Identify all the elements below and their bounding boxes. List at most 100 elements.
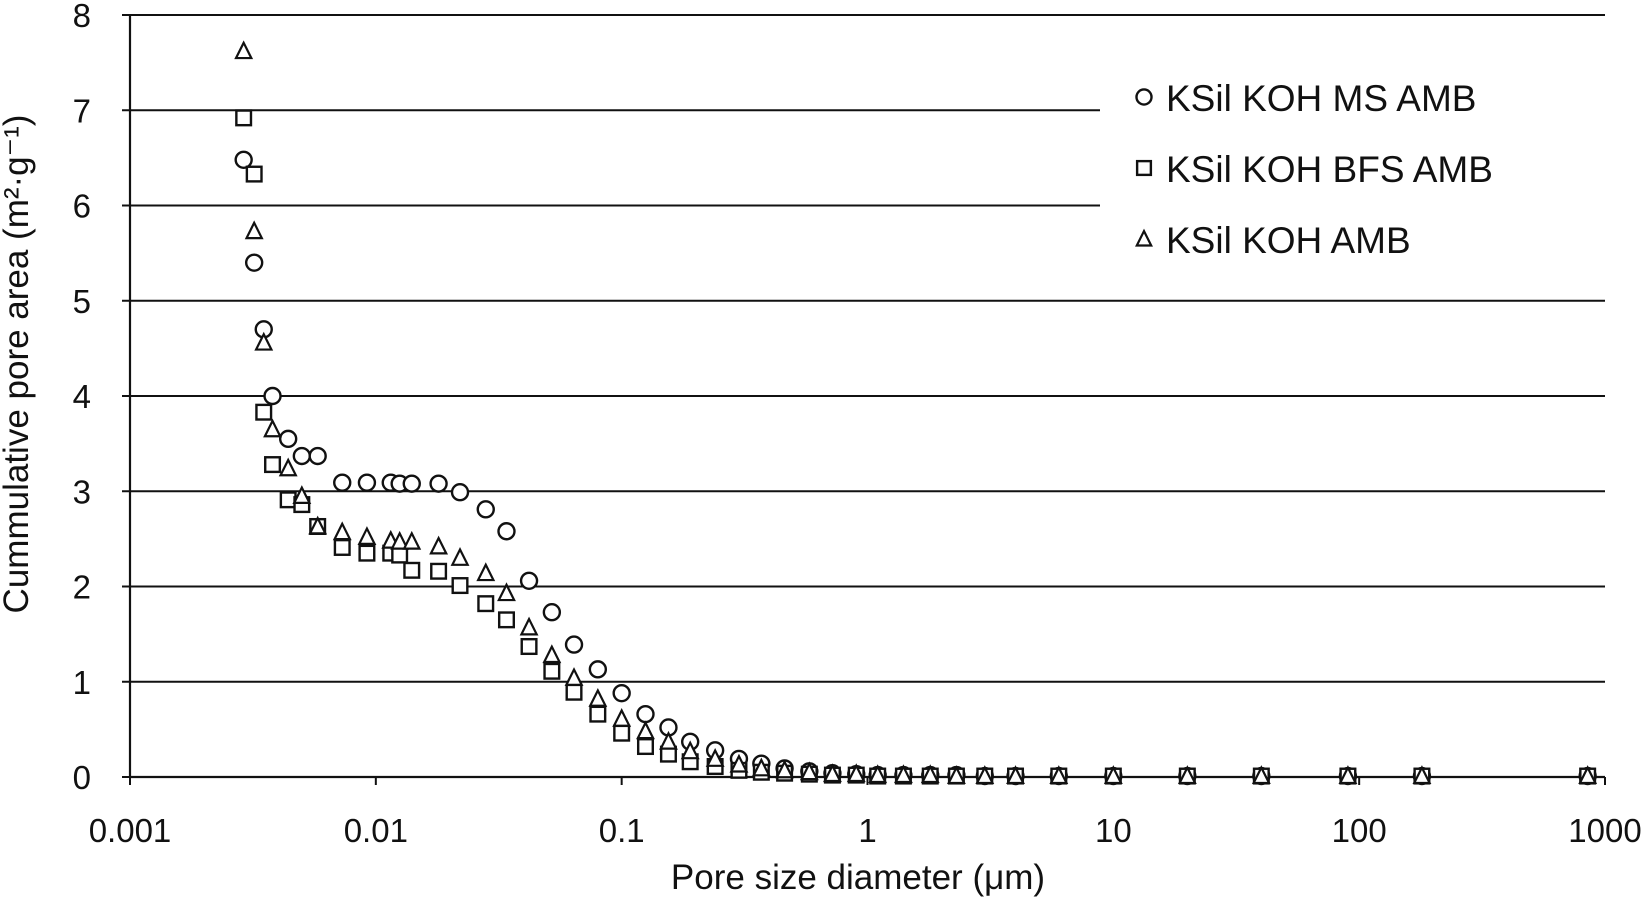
data-point-circle [450,483,470,502]
y-tick-label: 0 [73,759,91,796]
legend: KSil KOH MS AMB KSil KOH BFS AMB KSil KOH … [1135,78,1493,261]
data-point-circle [542,603,562,622]
data-point-triangle [588,688,608,707]
data-point-circle [234,150,253,169]
y-tick-label: 5 [73,283,91,320]
x-tick-label: 1000 [1568,812,1641,849]
y-tick-label: 2 [73,569,91,606]
data-point-square [358,544,376,562]
legend-item: KSil KOH MS AMB [1135,78,1476,119]
data-point-square [333,538,351,556]
data-point-triangle [1412,765,1432,785]
marks-layer [234,40,1598,786]
data-point-triangle [1103,765,1123,785]
y-tick-label: 8 [73,0,91,34]
data-point-square [264,456,282,474]
data-point-triangle [263,418,282,438]
legend-label: KSil KOH AMB [1166,220,1411,261]
data-point-circle [564,635,584,654]
data-point-square [477,595,495,613]
y-tick-label: 1 [73,664,91,701]
x-tick-label: 100 [1332,812,1387,849]
x-tick-label: 0.001 [89,812,172,849]
data-point-square [245,165,263,183]
data-point-square [430,562,448,580]
data-point-square [391,546,409,564]
data-point-triangle [1049,765,1069,785]
data-point-square [543,662,561,680]
data-point-circle [263,386,282,406]
data-point-circle [402,474,421,493]
data-point-triangle [1177,765,1197,785]
data-point-triangle [659,730,678,750]
data-point-square [613,724,631,742]
data-point-triangle [612,708,632,727]
data-point-circle [429,474,448,493]
x-tick-label: 10 [1095,812,1132,849]
series-triangle [234,40,1598,785]
data-point-square [451,577,469,595]
y-tick-label: 6 [73,188,91,225]
axis-layer [122,14,1606,785]
data-point-triangle [402,530,422,550]
data-point-circle [308,446,327,466]
data-point-triangle [308,515,328,535]
legend-marker-triangle [1135,228,1153,247]
data-point-square [636,738,654,756]
data-point-triangle [244,220,264,240]
data-point-square [255,403,273,421]
data-point-triangle [1338,765,1358,785]
data-point-square [279,491,297,509]
data-point-triangle [254,331,274,351]
data-point-triangle [564,667,584,686]
data-point-circle [519,571,539,590]
data-point-triangle [636,720,655,740]
data-point-triangle [775,759,795,779]
data-point-circle [333,473,352,492]
data-point-square [589,705,607,723]
data-point-triangle [920,764,940,784]
data-point-circle [476,500,495,519]
data-point-triangle [799,761,819,781]
legend-marker-circle [1135,88,1153,106]
data-point-triangle [429,535,449,555]
data-point-triangle [823,763,842,783]
data-point-triangle [390,530,410,550]
data-point-circle [612,683,631,703]
x-tick-label: 1 [858,812,876,849]
y-axis-title: Cummulative pore area (m²·g⁻¹) [0,115,36,614]
data-point-triangle [893,764,913,784]
x-tick-label: 0.01 [344,812,408,849]
data-point-circle [636,704,655,724]
data-point-triangle [729,753,749,773]
legend-label: KSil KOH BFS AMB [1166,149,1493,190]
data-point-triangle [332,521,352,541]
y-tick-label: 4 [73,378,91,415]
data-point-circle [278,429,298,449]
x-tick-label: 0.1 [599,812,645,849]
data-point-triangle [278,457,298,477]
legend-item: KSil KOH AMB [1135,220,1411,261]
data-point-triangle [1578,765,1598,785]
grid-layer [130,14,1605,683]
data-point-triangle [234,40,254,60]
data-point-circle [588,660,608,679]
data-point-triangle [946,765,966,785]
data-point-circle [292,446,312,466]
data-point-circle [497,522,516,541]
data-point-square [403,561,421,579]
data-point-triangle [680,740,700,760]
data-point-square [520,638,538,656]
data-point-triangle [519,616,539,636]
data-point-triangle [751,757,771,777]
data-point-triangle [705,748,725,767]
data-point-triangle [975,765,995,785]
data-point-triangle [1251,765,1271,785]
data-point-circle [357,473,377,492]
data-point-square [235,109,253,127]
data-point-triangle [1006,765,1025,785]
data-point-triangle [450,547,470,566]
